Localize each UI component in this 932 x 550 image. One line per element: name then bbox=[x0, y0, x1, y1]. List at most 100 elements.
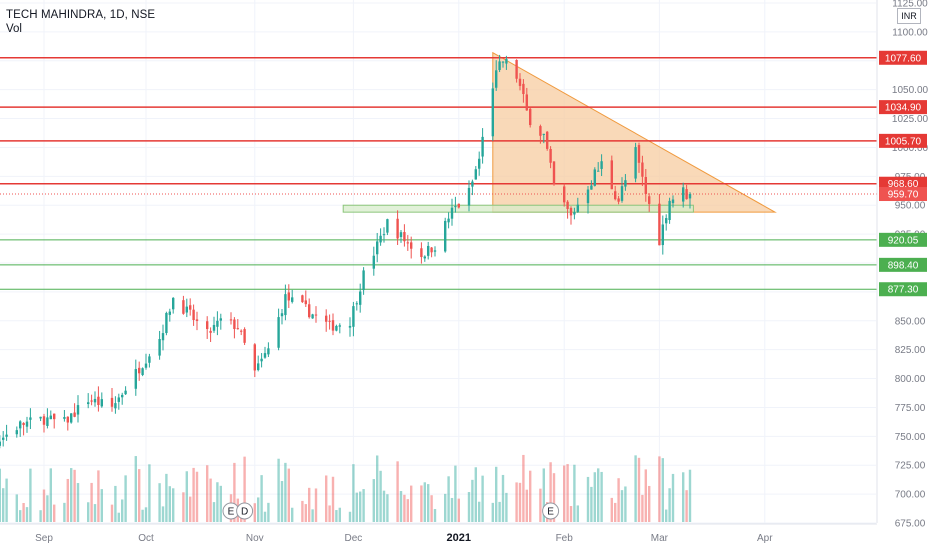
volume-bar bbox=[311, 509, 314, 522]
candle bbox=[311, 313, 314, 319]
candle-body bbox=[314, 314, 318, 316]
candle bbox=[522, 79, 525, 103]
volume-bar bbox=[243, 456, 246, 522]
candle bbox=[25, 416, 29, 433]
volume-bar bbox=[590, 486, 593, 522]
candle bbox=[338, 323, 341, 334]
candle-body bbox=[563, 186, 566, 203]
volume-bar bbox=[668, 488, 671, 522]
volume-bar bbox=[168, 486, 171, 522]
candle bbox=[73, 403, 76, 418]
time-tick-label: Mar bbox=[651, 533, 669, 544]
candle-body bbox=[338, 325, 341, 327]
candle-body bbox=[121, 394, 124, 398]
candle-body bbox=[189, 305, 192, 310]
volume-bar bbox=[549, 462, 552, 522]
candle bbox=[396, 210, 399, 245]
candle bbox=[495, 60, 498, 91]
volume-bar bbox=[144, 507, 148, 522]
candle bbox=[22, 422, 25, 436]
candle bbox=[610, 155, 613, 190]
candle bbox=[573, 207, 576, 220]
candle-body bbox=[617, 198, 620, 202]
candle-body bbox=[219, 318, 222, 321]
candle bbox=[110, 388, 114, 412]
candle-body bbox=[576, 204, 579, 212]
candle bbox=[138, 361, 141, 381]
candle-body bbox=[495, 70, 498, 88]
candle-body bbox=[93, 398, 97, 403]
candle-body bbox=[301, 295, 304, 303]
candle bbox=[454, 196, 457, 213]
candle-body bbox=[161, 333, 165, 341]
candle-body bbox=[138, 367, 141, 374]
candle bbox=[685, 184, 688, 200]
volume-bar bbox=[182, 492, 185, 522]
candle bbox=[529, 107, 532, 128]
candle bbox=[124, 386, 127, 395]
volume-bar bbox=[525, 489, 528, 522]
volume-bar bbox=[63, 502, 66, 522]
volume-bar bbox=[66, 478, 69, 522]
candle bbox=[505, 55, 508, 70]
candle bbox=[267, 342, 270, 357]
volume-bar bbox=[648, 485, 651, 522]
volume-bar bbox=[138, 469, 141, 522]
candle-body bbox=[620, 186, 624, 201]
volume-bar bbox=[338, 507, 341, 522]
currency-button[interactable]: INR bbox=[897, 8, 921, 24]
candle bbox=[168, 308, 171, 322]
volume-bar bbox=[233, 462, 236, 522]
candle bbox=[182, 295, 185, 315]
candle-body bbox=[311, 314, 314, 319]
candle bbox=[637, 142, 641, 173]
volume-bar bbox=[362, 489, 365, 522]
candle bbox=[430, 247, 433, 258]
volume-label: Vol bbox=[6, 23, 22, 35]
candle-body bbox=[399, 232, 403, 238]
event-label: E bbox=[547, 507, 554, 518]
candle-body bbox=[668, 200, 671, 221]
candle bbox=[433, 246, 437, 257]
volume-bar bbox=[212, 502, 216, 522]
candle-body bbox=[280, 313, 284, 317]
volume-bar bbox=[403, 494, 406, 522]
candle bbox=[19, 420, 22, 437]
volume-bar bbox=[53, 504, 56, 522]
candle-body bbox=[216, 320, 219, 327]
price-tick-label: 825.00 bbox=[895, 345, 926, 356]
volume-bar bbox=[658, 456, 661, 522]
candle-body bbox=[233, 319, 236, 330]
candle-body bbox=[257, 363, 260, 371]
axis-bg bbox=[877, 0, 932, 550]
volume-bar bbox=[331, 476, 335, 522]
candle-body bbox=[212, 324, 216, 331]
volume-bar bbox=[478, 501, 481, 522]
volume-bar bbox=[617, 478, 620, 522]
volume-bar bbox=[49, 468, 52, 522]
candle bbox=[328, 314, 331, 330]
candle-body bbox=[209, 330, 212, 333]
volume-bar bbox=[430, 495, 433, 522]
time-tick-label: Feb bbox=[556, 533, 574, 544]
event-circle bbox=[542, 502, 560, 520]
candle-body bbox=[240, 330, 243, 332]
volume-bar bbox=[73, 469, 76, 522]
candle-body bbox=[382, 234, 386, 236]
candle bbox=[539, 124, 542, 144]
candle bbox=[444, 217, 447, 253]
candle bbox=[406, 235, 409, 251]
volume-bar bbox=[348, 511, 352, 522]
volume-bar bbox=[124, 475, 127, 522]
volume-bar bbox=[280, 481, 284, 522]
candle-body bbox=[481, 136, 484, 157]
candle bbox=[49, 410, 52, 420]
candle bbox=[682, 182, 685, 208]
candle-body bbox=[420, 248, 423, 258]
candle-body bbox=[168, 311, 171, 315]
volume-bar bbox=[22, 502, 25, 522]
candle bbox=[600, 154, 603, 177]
volume-bar bbox=[433, 509, 437, 522]
candle bbox=[593, 167, 596, 187]
